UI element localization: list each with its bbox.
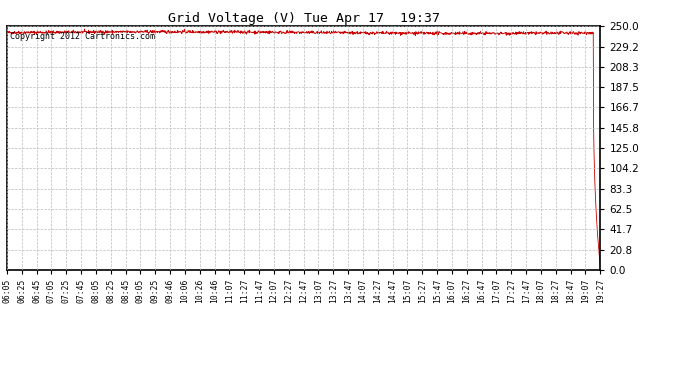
Text: Copyright 2012 Cartronics.com: Copyright 2012 Cartronics.com [10, 32, 155, 41]
Title: Grid Voltage (V) Tue Apr 17  19:37: Grid Voltage (V) Tue Apr 17 19:37 [168, 12, 440, 25]
